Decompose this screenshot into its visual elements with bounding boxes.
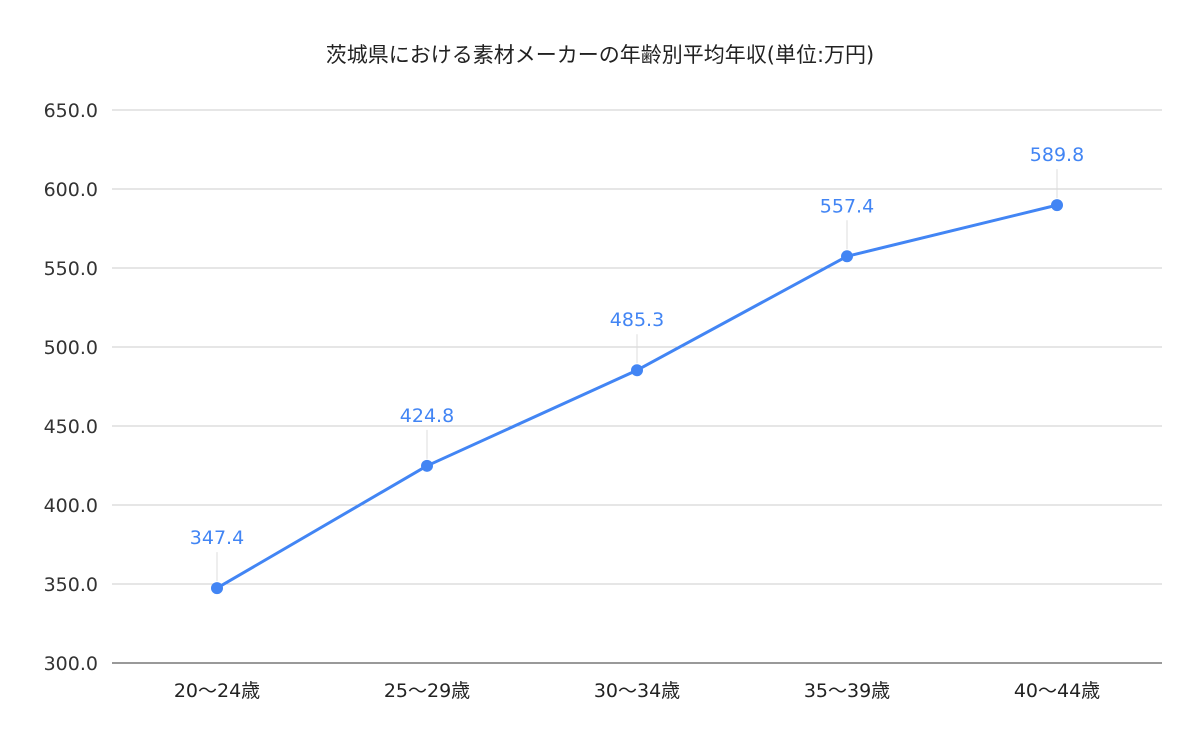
series-line bbox=[215, 203, 1059, 590]
data-point bbox=[841, 250, 853, 263]
x-tick-label: 40〜44歳 bbox=[1014, 680, 1100, 702]
x-tick-label: 30〜34歳 bbox=[594, 680, 680, 702]
data-point bbox=[631, 364, 643, 377]
x-tick-label: 20〜24歳 bbox=[174, 680, 260, 702]
y-tick-label: 400.0 bbox=[44, 495, 98, 517]
chart-title: 茨城県における素材メーカーの年齢別平均年収(単位:万円) bbox=[326, 43, 874, 67]
x-axis: 20〜24歳 25〜29歳 30〜34歳 35〜39歳 40〜44歳 bbox=[174, 680, 1100, 702]
data-points bbox=[211, 199, 1063, 595]
y-tick-label: 300.0 bbox=[44, 653, 98, 675]
y-tick-label: 600.0 bbox=[44, 179, 98, 201]
y-tick-label: 500.0 bbox=[44, 337, 98, 359]
data-label: 424.8 bbox=[400, 405, 454, 427]
gridlines bbox=[112, 109, 1162, 664]
x-tick-label: 25〜29歳 bbox=[384, 680, 470, 702]
data-point bbox=[1051, 199, 1063, 212]
y-tick-label: 550.0 bbox=[44, 258, 98, 280]
data-label: 347.4 bbox=[190, 527, 244, 549]
y-tick-label: 350.0 bbox=[44, 574, 98, 596]
data-point bbox=[211, 582, 223, 595]
data-label: 589.8 bbox=[1030, 144, 1084, 166]
data-point bbox=[421, 459, 433, 472]
series-line-path bbox=[215, 203, 1059, 590]
data-label: 485.3 bbox=[610, 309, 664, 331]
data-label: 557.4 bbox=[820, 195, 874, 217]
data-labels: 347.4 424.8 485.3 557.4 589.8 bbox=[190, 144, 1084, 549]
data-label-leaders bbox=[216, 169, 1058, 582]
x-tick-label: 35〜39歳 bbox=[804, 680, 890, 702]
y-tick-label: 450.0 bbox=[44, 416, 98, 438]
y-tick-label: 650.0 bbox=[44, 100, 98, 122]
y-axis: 300.0 350.0 400.0 450.0 500.0 550.0 600.0 650.0 bbox=[44, 100, 98, 675]
